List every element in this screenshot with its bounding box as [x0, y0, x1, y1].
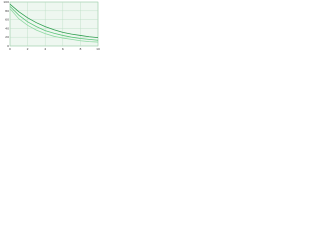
y-tick-label: 20 — [5, 35, 9, 39]
y-tick-label: 0 — [7, 44, 9, 48]
y-tick-label: 60 — [5, 18, 9, 22]
x-tick-label: 10 — [96, 47, 100, 51]
y-tick-label: 80 — [5, 9, 9, 13]
plot-area — [9, 1, 99, 47]
y-tick-label: 100 — [3, 0, 9, 4]
x-tick-label: 8 — [79, 47, 81, 51]
x-tick-label: 6 — [62, 47, 64, 51]
series-line — [9, 8, 99, 43]
series-line — [9, 6, 99, 41]
x-tick-label: 2 — [27, 47, 29, 51]
x-tick-label: 0 — [9, 47, 11, 51]
y-tick-label: 40 — [5, 26, 9, 30]
series-line — [9, 3, 99, 39]
x-tick-label: 4 — [44, 47, 46, 51]
